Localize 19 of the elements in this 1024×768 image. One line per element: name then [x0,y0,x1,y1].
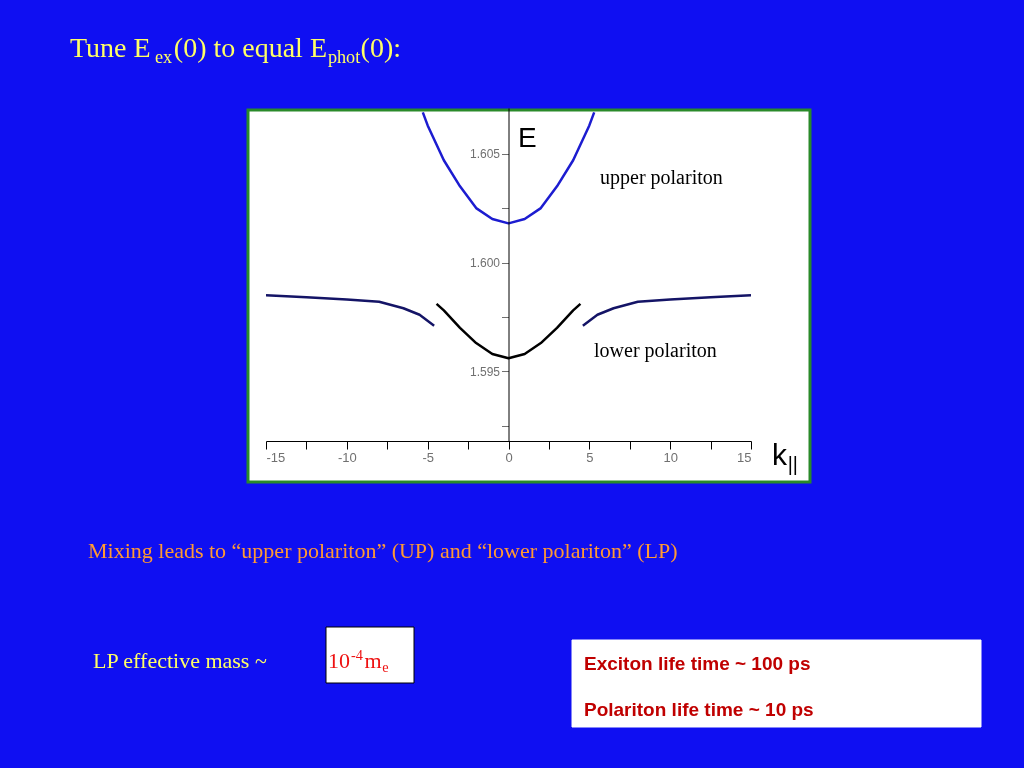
line-series [421,111,596,225]
x-tick-label: -10 [337,449,357,465]
x-tick-label: 10 [663,449,678,465]
x-axis-title: k|| [772,438,798,475]
y-axis-title: E [518,122,537,153]
y-tick-label: 1.595 [469,364,501,379]
x-tick-label: -5 [422,449,434,465]
text: Mixing leads to “upper polariton” (UP) and “lower polariton” (LP) [88,538,678,563]
x-tick-label: 15 [737,449,752,465]
text: Exciton life time ~ 100 ps [584,653,811,674]
x-tick-label: 0 [505,449,513,465]
y-tick-label: 1.600 [469,256,501,271]
x-tick-label: 5 [586,449,594,465]
text: Polariton life time ~ 10 ps [584,699,814,720]
series-label: upper polariton [600,166,723,189]
series-label: lower polariton [594,339,717,362]
x-tick-label: -15 [266,449,286,465]
y-tick-label: 1.605 [469,147,501,162]
text: LP effective mass ~ [93,648,267,673]
